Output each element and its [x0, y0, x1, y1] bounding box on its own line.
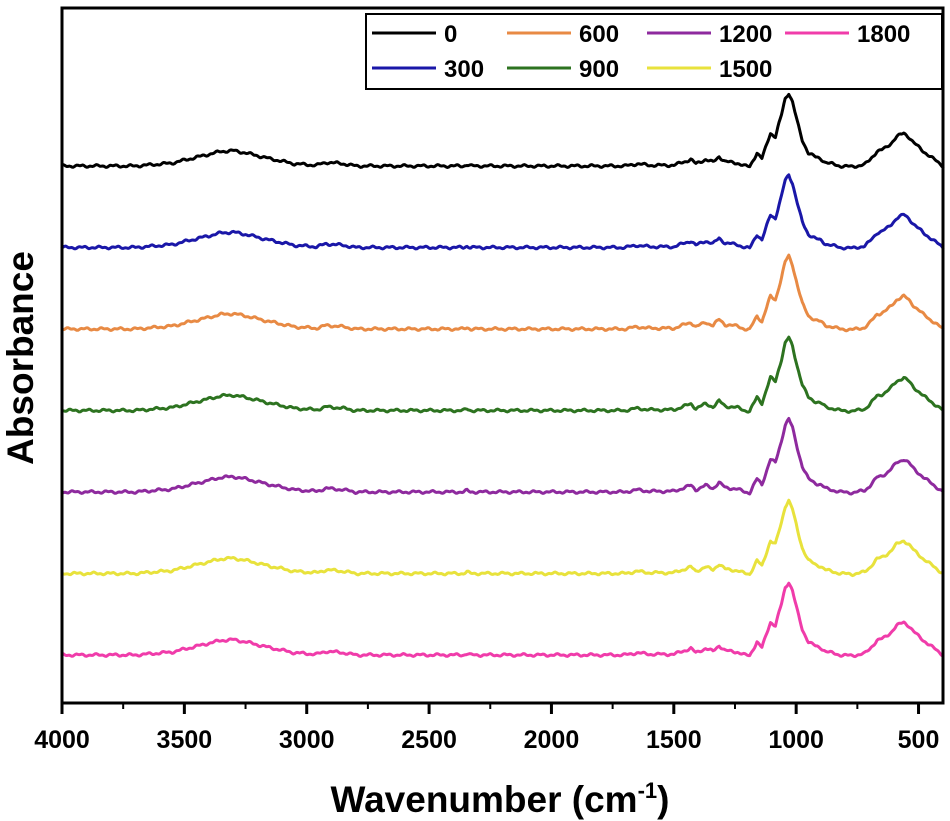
legend-label-600: 600 [579, 21, 619, 48]
legend: 0 300 600 900 1200 1500 1800 [365, 13, 943, 90]
legend-box [365, 13, 943, 90]
x-tick-label-1000: 1000 [768, 726, 824, 754]
x-axis-label: Wavenumber (cm-1) [331, 778, 670, 820]
x-tick-label-4000: 4000 [34, 726, 90, 754]
legend-label-900: 900 [579, 56, 619, 83]
x-tick-label-1500: 1500 [646, 726, 702, 754]
x-tick-label-2000: 2000 [524, 726, 580, 754]
legend-label-0: 0 [444, 21, 457, 48]
series-line-1500 [60, 498, 945, 578]
spectra-group [60, 92, 945, 659]
x-axis-label-suffix: ) [657, 779, 669, 820]
x-axis-label-superscript: -1 [638, 778, 658, 803]
series-line-0 [60, 92, 945, 169]
x-tick-label-500: 500 [898, 726, 940, 754]
legend-label-300: 300 [444, 56, 484, 83]
series-line-1200 [60, 417, 945, 496]
series-line-300 [60, 173, 945, 251]
x-tick-label-2500: 2500 [401, 726, 457, 754]
plot-frame [60, 6, 945, 705]
legend-label-1800: 1800 [857, 21, 910, 48]
legend-label-1500: 1500 [719, 56, 772, 83]
series-line-600 [60, 253, 945, 333]
x-tick-label-3000: 3000 [279, 726, 335, 754]
y-axis-label: Absorbance [0, 251, 41, 465]
series-line-1800 [60, 581, 945, 659]
x-tick-label-3500: 3500 [157, 726, 213, 754]
x-axis-label-main: Wavenumber (cm [331, 779, 638, 820]
legend-label-1200: 1200 [719, 21, 772, 48]
x-axis-ticks: 4000 3500 3000 2500 2000 1500 1000 500 [34, 703, 939, 754]
series-line-900 [60, 335, 945, 414]
